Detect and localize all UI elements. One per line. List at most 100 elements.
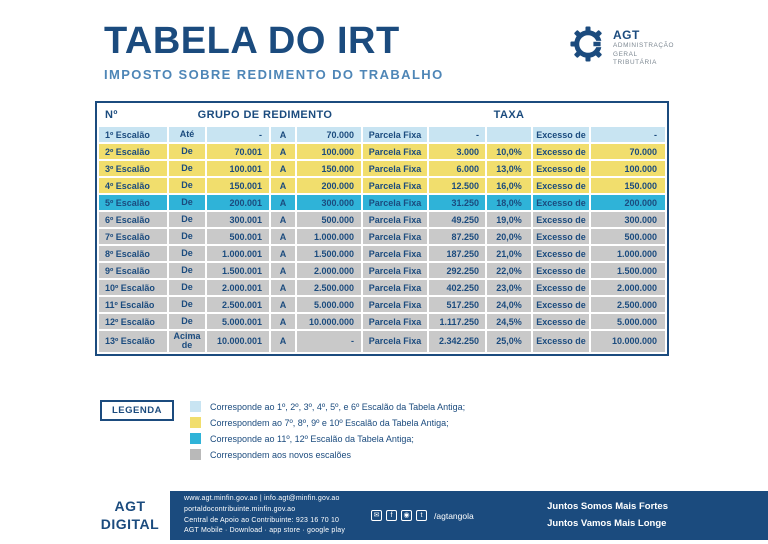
cell-from: 1.500.001 (207, 263, 269, 278)
cell-to: 2.000.000 (297, 263, 362, 278)
cell-from: 300.001 (207, 212, 269, 227)
legend-swatch (189, 433, 201, 444)
cell-from: 10.000.001 (207, 331, 269, 352)
cell-excesso_label: Excesso de (533, 127, 590, 142)
cell-op: De (169, 263, 205, 278)
email-icon: ✉ (371, 510, 383, 521)
cell-excesso: 150.000 (591, 178, 666, 193)
cell-excesso_label: Excesso de (533, 280, 590, 295)
cell-a: A (271, 212, 295, 227)
footer-brand: AGT DIGITAL (94, 497, 166, 533)
social-icons: ✉ f ◉ t (371, 510, 428, 521)
cell-excesso: 1.500.000 (591, 263, 666, 278)
legend-items: Corresponde ao 1º, 2º, 3º, 4º, 5º, e 6º … (189, 400, 466, 465)
cell-excesso: - (591, 127, 666, 142)
cell-excesso_label: Excesso de (533, 331, 590, 352)
footer-social: ✉ f ◉ t /agtangola (371, 510, 474, 521)
instagram-icon: ◉ (401, 510, 413, 521)
cell-no: 3º Escalão (99, 161, 167, 176)
column-header-grupo: GRUPO DE REDIMENTO (169, 105, 362, 125)
slogan-line: Juntos Vamos Mais Longe (547, 517, 667, 529)
cell-taxa: 18,0% (487, 195, 532, 210)
cell-taxa: 22,0% (487, 263, 532, 278)
cell-parcela_label: Parcela Fixa (363, 246, 428, 261)
cell-parcela: 12.500 (429, 178, 486, 193)
cell-parcela_label: Parcela Fixa (363, 280, 428, 295)
column-header-blank (533, 105, 666, 125)
facebook-icon: f (386, 510, 398, 521)
table-row: 12º Escalão De 5.000.001 A 10.000.000 Parcela… (99, 314, 666, 329)
page-subtitle: IMPOSTO SOBRE REDIMENTO DO TRABALHO (104, 67, 444, 82)
cell-excesso: 2.000.000 (591, 280, 666, 295)
legend-swatch (189, 417, 201, 428)
cell-parcela_label: Parcela Fixa (363, 229, 428, 244)
cell-taxa: 19,0% (487, 212, 532, 227)
cell-no: 1º Escalão (99, 127, 167, 142)
irt-table-body: 1º Escalão Até - A 70.000 Parcela Fixa - Excess… (99, 127, 666, 352)
cell-op: De (169, 314, 205, 329)
table-row: 4º Escalão De 150.001 A 200.000 Parcela Fixa 1… (99, 178, 666, 193)
cell-no: 12º Escalão (99, 314, 167, 329)
table-row: 9º Escalão De 1.500.001 A 2.000.000 Parcela F… (99, 263, 666, 278)
cell-taxa: 23,0% (487, 280, 532, 295)
footer-slogans: Juntos Somos Mais Fortes Juntos Vamos Ma… (547, 499, 668, 531)
page-title: TABELA DO IRT (104, 20, 400, 62)
cell-parcela_label: Parcela Fixa (363, 144, 428, 159)
legend-text: Corresponde ao 1º, 2º, 3º, 4º, 5º, e 6º … (209, 401, 466, 412)
table-row: 11º Escalão De 2.500.001 A 5.000.000 Parcela … (99, 297, 666, 312)
cell-excesso_label: Excesso de (533, 195, 590, 210)
cell-to: 1.000.000 (297, 229, 362, 244)
cell-from: 70.001 (207, 144, 269, 159)
footer-contact-line: AGT Mobile · Download · app store · goog… (184, 527, 346, 535)
legend: LEGENDA Corresponde ao 1º, 2º, 3º, 4º, 5… (100, 400, 465, 465)
cell-excesso: 200.000 (591, 195, 666, 210)
cell-op: De (169, 212, 205, 227)
cell-to: 1.500.000 (297, 246, 362, 261)
logo-org-line: TRIBUTÁRIA (613, 59, 657, 67)
cell-parcela: 2.342.250 (429, 331, 486, 352)
cell-no: 4º Escalão (99, 178, 167, 193)
cell-from: 2.500.001 (207, 297, 269, 312)
cell-a: A (271, 297, 295, 312)
cell-op: De (169, 297, 205, 312)
cell-parcela_label: Parcela Fixa (363, 161, 428, 176)
cell-parcela_label: Parcela Fixa (363, 195, 428, 210)
table-row: 6º Escalão De 300.001 A 500.000 Parcela Fixa 4… (99, 212, 666, 227)
cell-no: 8º Escalão (99, 246, 167, 261)
footer-contact: www.agt.minfin.gov.ao | info.agt@minfin.… (184, 494, 345, 537)
cell-to: 100.000 (297, 144, 362, 159)
twitter-icon: t (416, 510, 428, 521)
cell-excesso_label: Excesso de (533, 212, 590, 227)
cell-parcela_label: Parcela Fixa (363, 331, 428, 352)
logo-org-line: ADMINISTRAÇÃO (613, 42, 675, 49)
cell-no: 11º Escalão (99, 297, 167, 312)
cell-parcela_label: Parcela Fixa (363, 263, 428, 278)
gear-icon (570, 26, 606, 67)
cell-no: 6º Escalão (99, 212, 167, 227)
header: TABELA DO IRT IMPOSTO SOBRE REDIMENTO DO… (104, 20, 444, 82)
cell-a: A (271, 195, 295, 210)
cell-parcela: 87.250 (429, 229, 486, 244)
agt-logo: AGT ADMINISTRAÇÃO GERAL TRIBUTÁRIA (570, 26, 674, 68)
cell-op: De (169, 195, 205, 210)
cell-no: 13º Escalão (99, 331, 167, 352)
cell-a: A (271, 331, 295, 352)
cell-excesso: 10.000.000 (591, 331, 666, 352)
cell-to: 150.000 (297, 161, 362, 176)
cell-excesso: 5.000.000 (591, 314, 666, 329)
cell-parcela: 292.250 (429, 263, 486, 278)
cell-excesso: 500.000 (591, 229, 666, 244)
legend-item: Correspondem ao 7º, 8º, 9º e 10º Escalão… (189, 417, 465, 428)
legend-item: Corresponde ao 11º, 12º Escalão da Tabel… (189, 433, 465, 444)
cell-to: 500.000 (297, 212, 362, 227)
cell-to: 200.000 (297, 178, 362, 193)
cell-op: De (169, 178, 205, 193)
cell-op: De (169, 246, 205, 261)
cell-excesso_label: Excesso de (533, 246, 590, 261)
column-header-blank (363, 105, 486, 125)
footer-contact-line: www.agt.minfin.gov.ao | info.agt@minfin.… (184, 494, 340, 502)
legend-swatch (189, 401, 201, 412)
footer-bar: www.agt.minfin.gov.ao | info.agt@minfin.… (170, 491, 768, 540)
cell-excesso_label: Excesso de (533, 161, 590, 176)
cell-to: 2.500.000 (297, 280, 362, 295)
